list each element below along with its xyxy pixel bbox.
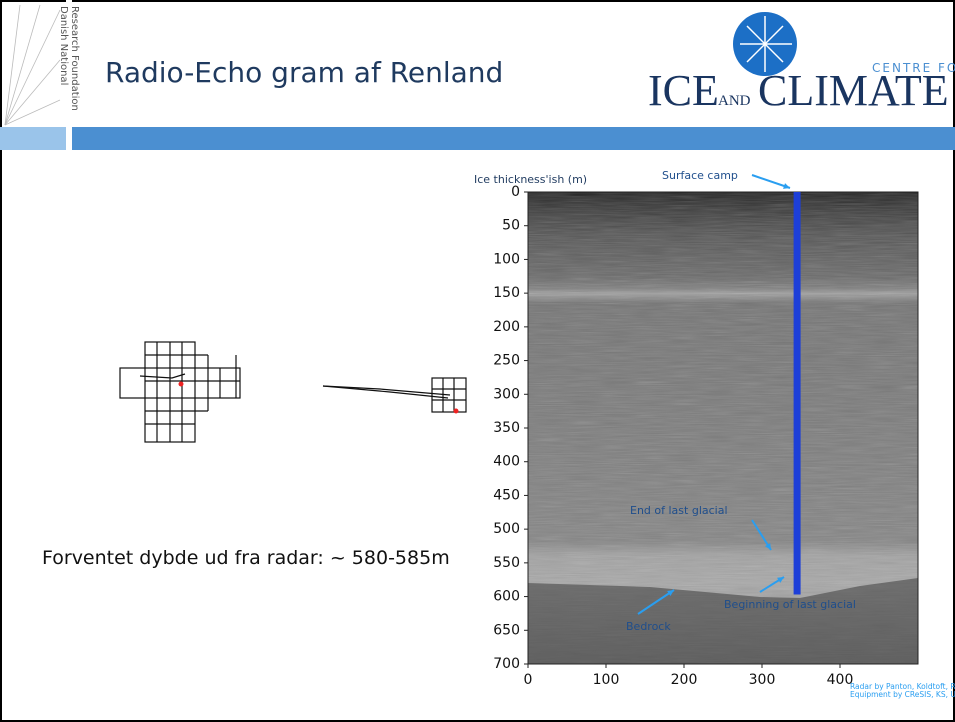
header-bar-left (0, 127, 66, 150)
annotation: Bedrock (626, 620, 671, 633)
foundation-name: Danish National (58, 6, 69, 85)
slide: Danish National Research Foundation Radi… (0, 0, 955, 722)
y-tick-label: 200 (493, 319, 520, 335)
logo-climate: CLIMATE (758, 66, 949, 115)
y-tick-label: 650 (493, 622, 520, 638)
annotation: End of last glacial (630, 504, 728, 517)
page: Danish National Research Foundation Radi… (0, 0, 955, 722)
y-tick-label: 150 (493, 285, 520, 301)
y-tick-label: 300 (493, 386, 520, 402)
slide-title: Radio-Echo gram af Renland (105, 56, 503, 89)
map-point (179, 382, 184, 387)
logo-and: AND (718, 93, 751, 109)
x-tick-label: 100 (593, 672, 620, 688)
depth-text: Forventet dybde ud fra radar: ~ 580-585m (42, 547, 450, 569)
header-bar (0, 127, 955, 150)
y-tick-label: 0 (511, 184, 520, 200)
x-tick-label: 0 (524, 672, 533, 688)
y-tick-label: 350 (493, 420, 520, 436)
foundation-name: Research Foundation (69, 6, 80, 111)
y-axis-label: Ice thickness'ish (m) (474, 173, 587, 186)
y-tick-label: 550 (493, 555, 520, 571)
x-tick-label: 200 (671, 672, 698, 688)
y-tick-label: 700 (493, 656, 520, 672)
y-tick-label: 250 (493, 353, 520, 369)
logo-ice: ICE (648, 66, 719, 115)
map-point (454, 409, 459, 414)
y-tick-label: 50 (502, 218, 520, 234)
separator (66, 127, 72, 150)
radargram: 0 50 100 150 200 250 300 350 400 450 500 550 600 650 7… (474, 169, 955, 699)
y-tick-label: 500 (493, 521, 520, 537)
annotation: Beginning of last glacial (724, 598, 856, 611)
y-tick-label: 600 (493, 589, 520, 605)
x-tick-label: 300 (749, 672, 776, 688)
credit: Equipment by CReSIS, KS, US (850, 690, 955, 699)
annotation: Surface camp (662, 169, 738, 182)
y-tick-label: 400 (493, 454, 520, 470)
y-tick-label: 100 (493, 251, 520, 267)
y-tick-label: 450 (493, 487, 520, 503)
